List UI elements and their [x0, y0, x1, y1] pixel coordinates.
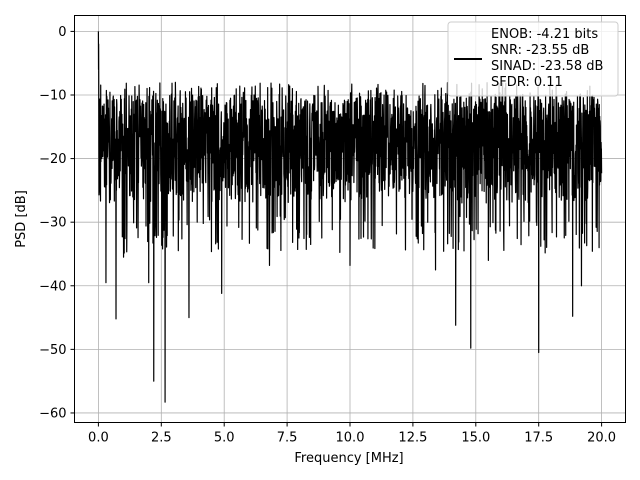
x-tick-label: 10.0 [336, 431, 365, 446]
legend-line-snr: SNR: -23.55 dB [491, 43, 589, 58]
axis-ticks: 0.0 2.5 5.0 7.5 10.0 12.5 15.0 17.5 20.0 0 −10 −20 −… [39, 25, 616, 446]
y-tick-label: −40 [39, 279, 66, 294]
legend-line-enob: ENOB: -4.21 bits [491, 27, 598, 42]
x-axis-title: Frequency [MHz] [294, 451, 403, 466]
legend: ENOB: -4.21 bits SNR: -23.55 dB SINAD: -… [447, 21, 619, 97]
y-tick-label: 0 [58, 25, 66, 40]
y-axis-title: PSD [dB] [14, 190, 29, 248]
y-tick-label: −50 [39, 343, 66, 358]
y-tick-label: −30 [39, 216, 66, 231]
x-tick-label: 15.0 [461, 431, 490, 446]
y-tick-label: −60 [39, 406, 66, 421]
y-tick-label: −10 [39, 88, 66, 103]
x-tick-label: 5.0 [214, 431, 235, 446]
x-tick-label: 17.5 [524, 431, 553, 446]
legend-line-sfdr: SFDR: 0.11 [491, 75, 563, 90]
legend-line-sinad: SINAD: -23.58 dB [491, 59, 603, 74]
x-tick-label: 20.0 [587, 431, 616, 446]
x-tick-label: 12.5 [398, 431, 427, 446]
psd-series-line [97, 31, 603, 403]
x-tick-label: 7.5 [277, 431, 298, 446]
x-tick-label: 0.0 [88, 431, 109, 446]
y-tick-label: −20 [39, 152, 66, 167]
x-tick-label: 2.5 [151, 431, 172, 446]
series-layer [97, 31, 603, 403]
legend-box [447, 21, 619, 97]
